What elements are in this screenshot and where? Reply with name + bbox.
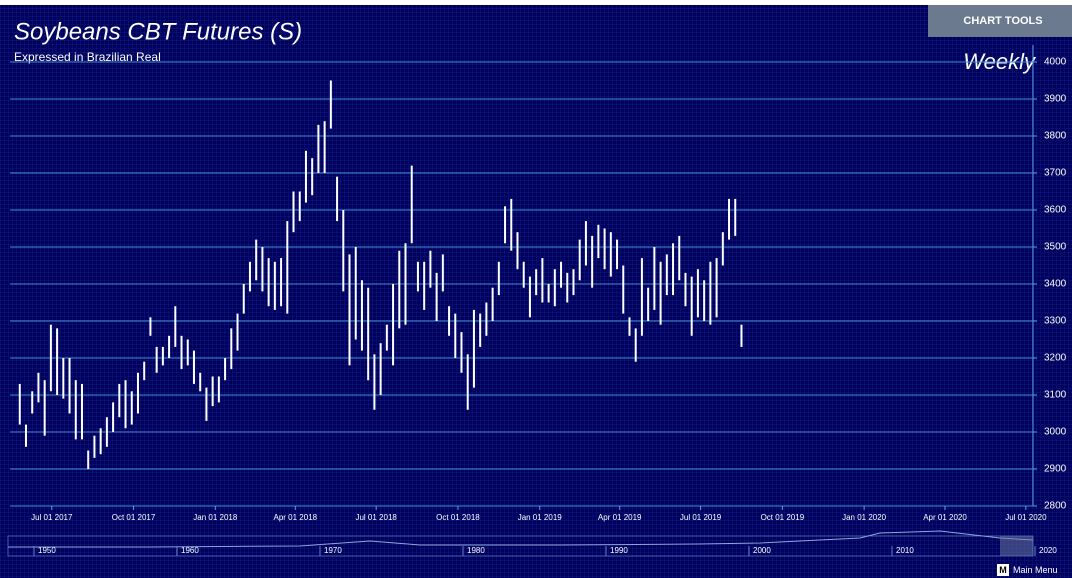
navigator-label: 1980	[467, 546, 485, 555]
navigator-label: 1960	[181, 546, 199, 555]
x-tick-label: Jan 01 2020	[842, 513, 887, 522]
navigator-label: 1990	[610, 546, 628, 555]
y-tick-label: 3000	[1044, 427, 1067, 438]
navigator-line	[8, 530, 1034, 548]
y-tick-label: 3900	[1044, 94, 1067, 105]
y-tick-label: 2800	[1044, 501, 1067, 512]
y-tick-label: 3500	[1044, 242, 1067, 253]
chart-tools-label[interactable]: CHART TOOLS	[963, 15, 1042, 27]
x-tick-label: Jan 01 2018	[193, 513, 238, 522]
main-menu-label[interactable]: Main Menu	[1013, 565, 1058, 575]
chart-title: Soybeans CBT Futures (S)	[14, 18, 302, 45]
top-strip	[0, 0, 1072, 5]
y-tick-label: 3600	[1044, 205, 1067, 216]
x-tick-label: Apr 01 2019	[598, 513, 642, 522]
navigator-label: 2020	[1039, 546, 1057, 555]
y-tick-label: 3100	[1044, 390, 1067, 401]
menu-key-box[interactable]	[997, 564, 1009, 576]
y-tick-label: 3800	[1044, 131, 1067, 142]
y-tick-label: 4000	[1044, 57, 1067, 68]
menu-key[interactable]: M	[999, 565, 1007, 575]
chart-tools-button[interactable]	[928, 5, 1072, 37]
x-tick-label: Apr 01 2020	[923, 513, 967, 522]
interval-label: Weekly	[963, 49, 1037, 74]
x-tick-label: Jan 01 2019	[518, 513, 563, 522]
x-tick-label: Oct 01 2019	[761, 513, 805, 522]
x-tick-label: Jul 01 2017	[31, 513, 73, 522]
y-tick-label: 3400	[1044, 279, 1067, 290]
navigator-window[interactable]	[1000, 536, 1033, 556]
x-tick-label: Jul 01 2018	[355, 513, 397, 522]
navigator-label: 2010	[896, 546, 914, 555]
navigator-label: 2000	[753, 546, 771, 555]
x-tick-label: Jul 01 2020	[1005, 513, 1047, 522]
chart-subtitle: Expressed in Brazilian Real	[14, 50, 161, 64]
y-tick-label: 3700	[1044, 168, 1067, 179]
y-tick-label: 3300	[1044, 316, 1067, 327]
navigator-label: 1950	[38, 546, 56, 555]
x-tick-label: Apr 01 2018	[274, 513, 318, 522]
x-tick-label: Jul 01 2019	[680, 513, 722, 522]
x-tick-label: Oct 01 2018	[436, 513, 480, 522]
navigator-label: 1970	[324, 546, 342, 555]
y-tick-label: 3200	[1044, 353, 1067, 364]
y-tick-label: 2900	[1044, 464, 1067, 475]
x-tick-label: Oct 01 2017	[112, 513, 156, 522]
